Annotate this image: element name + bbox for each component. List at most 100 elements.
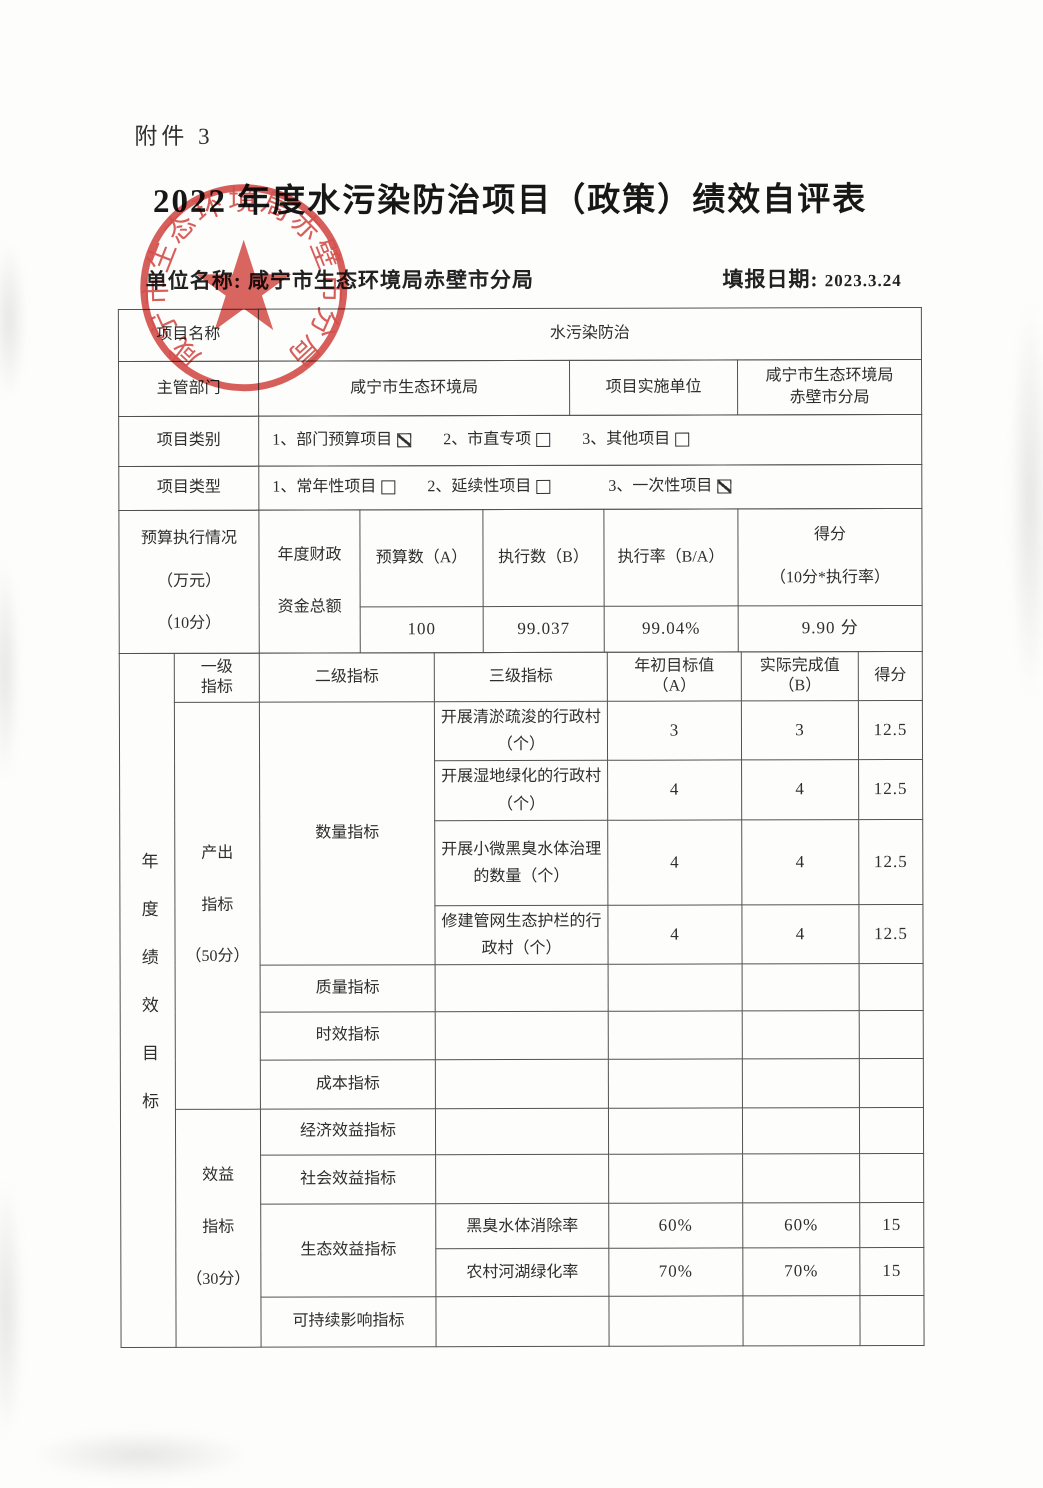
unit-date-line: 单位名称: 咸宁市生态环境局赤壁市分局 填报日期: 2023.3.24: [146, 263, 902, 295]
score-value: 12.5: [858, 819, 923, 905]
checkbox-icon: [675, 433, 690, 448]
actual-value: 70%: [742, 1247, 860, 1297]
checkbox-checked-icon: [397, 433, 412, 448]
annual-fund-label: 年度财政 资金总额: [258, 509, 361, 654]
table-row: 产出 指标 （50分） 数量指标 开展清淤疏浚的行政村（个） 3 3 12.5: [119, 700, 923, 1110]
target-header: 年初目标值 （A）: [607, 651, 742, 702]
target-value: 4: [607, 760, 742, 821]
ecological-benefit-label: 生态效益指标: [260, 1203, 436, 1298]
sustainability-indicator-label: 可持续影响指标: [260, 1296, 437, 1348]
dept-value: 咸宁市生态环境局: [258, 360, 570, 417]
empty-cell: [435, 1154, 609, 1204]
category-label: 项目类别: [118, 416, 259, 467]
actual-header: 实际完成值 （B）: [741, 651, 859, 701]
impl-unit-value: 咸宁市生态环境局 赤壁市分局: [737, 359, 922, 415]
empty-cell: [608, 1154, 743, 1204]
quality-indicator-label: 质量指标: [260, 964, 436, 1013]
indicator-name: 开展清淤疏浚的行政村（个）: [434, 701, 608, 762]
report-date-label: 填报日期:: [722, 267, 819, 292]
empty-cell: [859, 1153, 924, 1203]
checkbox-icon: [381, 480, 396, 495]
target-value: 4: [607, 904, 743, 965]
actual-value: 4: [741, 759, 859, 820]
empty-cell: [435, 964, 609, 1012]
report-date-value: 2023.3.24: [824, 271, 902, 291]
cost-indicator-label: 成本指标: [260, 1059, 436, 1110]
budget-score-value: 9.90 分: [738, 605, 923, 652]
performance-indicators-section: 年度绩效目标 一级 指标 二级指标 三级指标 年初目标值 （A） 实际完成值 （…: [119, 651, 925, 1348]
benefit-indicator-group: 效益 指标 （30分）: [175, 1109, 262, 1348]
type-options: 1、常年性项目 2、延续性项目 3、一次性项目: [258, 464, 922, 511]
empty-cell: [742, 963, 860, 1012]
score-value: 15: [859, 1247, 924, 1296]
empty-cell: [859, 1010, 924, 1059]
empty-cell: [859, 1058, 924, 1108]
score-value: 12.5: [858, 904, 924, 964]
checkbox-icon: [536, 433, 551, 448]
budget-score-header: 得分 （10分*执行率）: [737, 508, 923, 606]
empty-cell: [742, 1153, 860, 1204]
option-dept-budget-project: 1、部门预算项目: [272, 428, 412, 453]
table-row: 主管部门 咸宁市生态环境局 项目实施单位 咸宁市生态环境局 赤壁市分局: [118, 359, 922, 417]
option-continuing-project: 2、延续性项目: [427, 475, 551, 500]
output-indicator-group: 产出 指标 （50分）: [174, 702, 261, 1110]
table-row: 预算执行情况 （万元） （10分） 年度财政 资金总额 预算数（A） 执行数（B…: [118, 508, 923, 654]
empty-cell: [435, 1296, 610, 1347]
project-name-section: 项目名称 水污染防治: [118, 307, 922, 362]
actual-value: 4: [741, 904, 860, 965]
empty-cell: [742, 1058, 860, 1109]
empty-cell: [435, 1059, 609, 1109]
option-city-special-project: 2、市直专项: [443, 428, 551, 453]
target-value: 3: [607, 700, 742, 761]
indicator-name: 修建管网生态护栏的行政村（个）: [434, 905, 609, 965]
timeliness-indicator-label: 时效指标: [260, 1011, 436, 1061]
quantity-indicator-label: 数量指标: [259, 701, 436, 966]
unit-name-label: 单位名称:: [145, 268, 242, 293]
social-benefit-label: 社会效益指标: [260, 1154, 436, 1205]
attachment-label: 附件 3: [134, 123, 214, 150]
empty-cell: [859, 1295, 925, 1346]
department-section: 主管部门 咸宁市生态环境局 项目实施单位 咸宁市生态环境局 赤壁市分局: [118, 359, 922, 417]
indicator-name: 黑臭水体消除率: [435, 1203, 609, 1249]
budget-amount-header: 预算数（A）: [359, 509, 484, 607]
checkbox-icon: [536, 480, 551, 495]
empty-cell: [859, 1107, 924, 1154]
option-one-time-project: 3、一次性项目: [608, 475, 732, 500]
budget-amount-value: 100: [360, 606, 484, 653]
empty-cell: [742, 1010, 860, 1060]
exec-rate-header: 执行率（B/A）: [603, 508, 739, 607]
level1-header: 一级 指标: [174, 653, 260, 703]
table-row: 项目类别 1、部门预算项目 2、市直专项 3、其他项目: [118, 414, 922, 467]
budget-row-label: 预算执行情况 （万元） （10分）: [118, 510, 260, 654]
empty-cell: [608, 1011, 743, 1060]
unit-name-field: 单位名称: 咸宁市生态环境局赤壁市分局: [146, 264, 534, 295]
empty-cell: [435, 1011, 609, 1060]
indicator-name: 开展小微黑臭水体治理的数量（个）: [434, 820, 608, 906]
table-header-row: 年度绩效目标 一级 指标 二级指标 三级指标 年初目标值 （A） 实际完成值 （…: [119, 651, 923, 1348]
option-perennial-project: 1、常年性项目: [272, 475, 396, 500]
empty-cell: [608, 1296, 744, 1347]
empty-cell: [608, 964, 743, 1012]
indicator-name: 农村河湖绿化率: [435, 1248, 609, 1297]
target-value: 4: [607, 819, 742, 906]
score-value: 12.5: [858, 700, 923, 760]
checkbox-checked-icon: [717, 479, 732, 494]
annual-performance-goal-label: 年度绩效目标: [119, 653, 177, 1348]
level2-header: 二级指标: [259, 652, 435, 703]
empty-cell: [742, 1107, 860, 1155]
target-value: 60%: [608, 1203, 743, 1249]
table-row: 效益 指标 （30分） 经济效益指标: [120, 1107, 924, 1348]
score-header: 得分: [858, 651, 923, 701]
exec-amount-header: 执行数（B）: [482, 509, 605, 607]
actual-value: 3: [741, 700, 859, 761]
level3-header: 三级指标: [434, 652, 608, 702]
empty-cell: [608, 1108, 743, 1155]
economic-benefit-label: 经济效益指标: [260, 1108, 436, 1156]
exec-rate-value: 99.04%: [604, 605, 739, 653]
project-name-label: 项目名称: [118, 309, 259, 362]
impl-unit-label: 项目实施单位: [569, 359, 738, 416]
project-name-value: 水污染防治: [258, 307, 922, 362]
empty-cell: [742, 1295, 861, 1347]
report-date-field: 填报日期: 2023.3.24: [722, 263, 902, 293]
